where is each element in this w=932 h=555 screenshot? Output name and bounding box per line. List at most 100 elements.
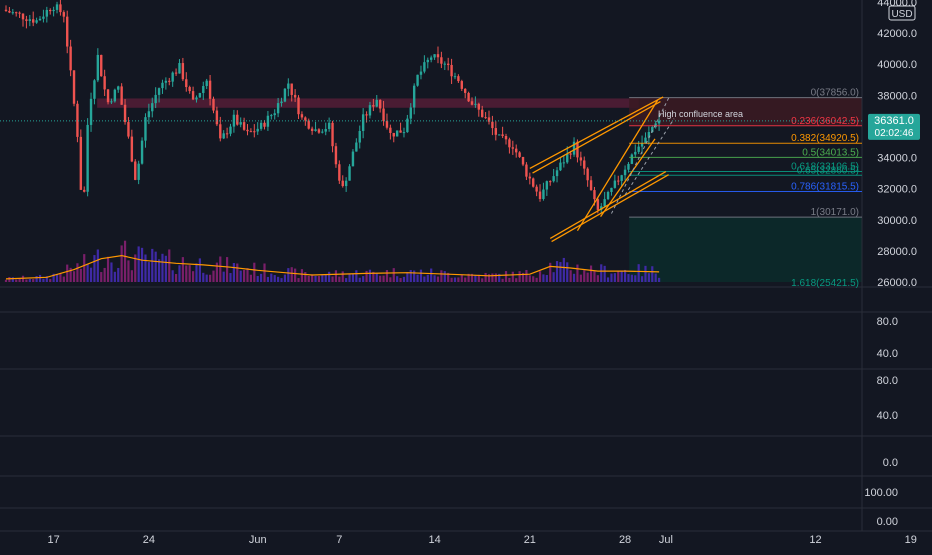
volume-bar bbox=[501, 278, 504, 282]
volume-bar bbox=[18, 278, 21, 282]
time-axis-tick: 12 bbox=[809, 534, 821, 546]
volume-bar bbox=[579, 274, 582, 282]
candle-body bbox=[324, 128, 327, 132]
candle-body bbox=[576, 141, 579, 158]
price-axis-tick: 28000.0 bbox=[877, 246, 917, 258]
volume-bar bbox=[35, 275, 38, 282]
candle-body bbox=[174, 72, 178, 74]
volume-bar bbox=[294, 268, 297, 282]
time-axis-tick: 19 bbox=[905, 534, 917, 546]
volume-bar bbox=[508, 277, 511, 282]
candle-body bbox=[470, 101, 474, 105]
volume-bar bbox=[243, 270, 246, 282]
candle-body bbox=[518, 152, 521, 157]
candle-body bbox=[147, 111, 151, 118]
volume-bar bbox=[321, 275, 324, 282]
volume-bar bbox=[331, 276, 334, 282]
volume-bar bbox=[157, 259, 161, 282]
volume-bar bbox=[273, 275, 276, 282]
candle-body bbox=[106, 89, 110, 103]
candle-body bbox=[429, 57, 433, 60]
candle-body bbox=[69, 46, 72, 71]
volume-bar bbox=[290, 267, 293, 282]
candle-body bbox=[528, 176, 532, 179]
candle-body bbox=[181, 63, 185, 80]
volume-bar bbox=[620, 270, 623, 282]
volume-bar bbox=[457, 277, 460, 282]
candle-body bbox=[399, 130, 402, 133]
projection-dashed-line bbox=[611, 95, 671, 214]
volume-bar bbox=[328, 271, 331, 282]
currency-badge[interactable]: USD bbox=[888, 5, 916, 21]
candle-body bbox=[18, 12, 21, 14]
candle-body bbox=[232, 114, 236, 127]
indicator-axis-tick: 0.00 bbox=[877, 516, 898, 528]
candle-body bbox=[406, 118, 409, 133]
volume-bar bbox=[596, 275, 599, 282]
candle-body bbox=[348, 166, 351, 181]
candle-body bbox=[331, 122, 334, 147]
candle-body bbox=[4, 9, 8, 11]
volume-bar bbox=[467, 273, 470, 282]
volume-bar bbox=[225, 257, 229, 282]
candle-body bbox=[157, 88, 161, 95]
candle-body bbox=[453, 76, 457, 78]
candle-body bbox=[117, 86, 120, 90]
channel-upper-line bbox=[529, 96, 664, 170]
candle-body bbox=[314, 129, 317, 131]
candle-body bbox=[630, 154, 634, 164]
volume-bar bbox=[345, 278, 348, 282]
time-axis-tick: 17 bbox=[47, 534, 59, 546]
volume-bar bbox=[134, 254, 137, 282]
candle-body bbox=[280, 101, 283, 104]
candle-body bbox=[212, 98, 215, 111]
volume-bar bbox=[69, 267, 72, 282]
volume-bar bbox=[117, 267, 120, 282]
volume-bar bbox=[123, 240, 127, 282]
volume-bar bbox=[470, 273, 474, 282]
candle-body bbox=[637, 146, 640, 152]
volume-bar bbox=[559, 262, 562, 282]
volume-bar bbox=[362, 276, 365, 282]
volume-bar bbox=[236, 263, 239, 282]
candle-body bbox=[511, 147, 515, 149]
resistance-band bbox=[97, 98, 639, 108]
volume-bar bbox=[355, 270, 358, 282]
volume-bar bbox=[640, 276, 644, 282]
candle-body bbox=[55, 4, 59, 10]
volume-bar bbox=[477, 274, 480, 282]
volume-bar bbox=[504, 271, 508, 282]
volume-bar bbox=[246, 268, 249, 282]
volume-bar bbox=[32, 279, 35, 282]
volume-bar bbox=[647, 273, 650, 282]
candle-body bbox=[460, 81, 463, 89]
volume-bar bbox=[491, 273, 494, 282]
volume-bar bbox=[93, 255, 96, 282]
candle-body bbox=[338, 164, 341, 181]
volume-bar bbox=[79, 268, 82, 282]
candle-body bbox=[412, 85, 416, 108]
candle-body bbox=[110, 101, 113, 103]
candle-body bbox=[113, 89, 117, 102]
volume-bar bbox=[202, 272, 205, 282]
time-axis-tick: 14 bbox=[428, 534, 440, 546]
candle-body bbox=[498, 134, 501, 136]
candle-body bbox=[613, 180, 617, 188]
candle-body bbox=[229, 126, 232, 134]
candle-body bbox=[123, 104, 127, 123]
fib-level-label: 0.382(34920.5) bbox=[791, 133, 859, 144]
candle-body bbox=[198, 93, 202, 98]
candle-body bbox=[589, 180, 593, 191]
candle-body bbox=[651, 127, 654, 133]
candle-body bbox=[178, 63, 181, 74]
volume-bar bbox=[205, 274, 208, 282]
volume-bar bbox=[100, 272, 103, 282]
price-axis-tick: 44000.0 bbox=[877, 0, 917, 9]
volume-bar bbox=[538, 271, 542, 282]
candle-body bbox=[130, 136, 134, 162]
time-axis-tick: 28 bbox=[619, 534, 631, 546]
candle-body bbox=[375, 99, 378, 107]
candle-body bbox=[378, 99, 382, 109]
candle-body bbox=[579, 157, 583, 161]
